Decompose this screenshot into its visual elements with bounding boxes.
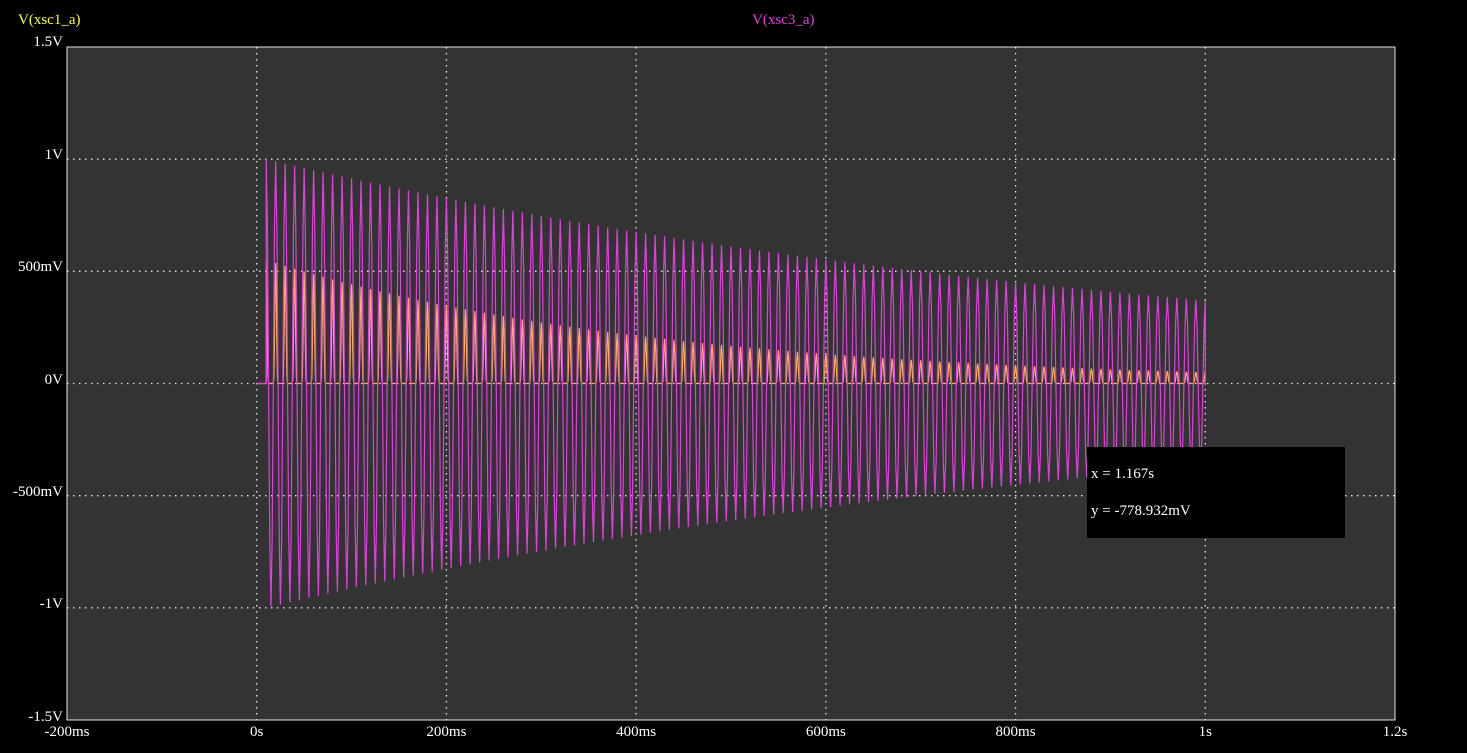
x-tick-label-5: 800ms (995, 724, 1036, 740)
x-tick-label-4: 600ms (805, 724, 846, 740)
y-tick-label-1: 1V (44, 147, 63, 164)
legend-entry-v-xsc3-a: V(xsc3_a) (752, 12, 815, 28)
x-tick-label-7: 1.2s (1382, 724, 1408, 740)
series-v-xsc1-a-line (256, 260, 1206, 385)
x-tick-label-3: 400ms (616, 724, 657, 740)
series-v-xsc3-a-line (256, 159, 1206, 607)
x-tick-label-0: -200ms (44, 724, 90, 740)
x-tick-label-2: 200ms (426, 724, 467, 740)
x-tick-label-6: 1s (1198, 724, 1212, 740)
y-tick-label-0: 1.5V (33, 34, 63, 50)
x-tick-label-1: 0s (250, 724, 264, 740)
cursor-y-value: y = -778.932mV (1091, 503, 1191, 519)
cursor-x-value: x = 1.167s (1091, 466, 1155, 482)
legend-entry-v-xsc1-a: V(xsc1_a) (18, 12, 81, 28)
y-tick-label-2: 500mV (18, 259, 63, 276)
series-v-xsc1-a (256, 260, 1206, 385)
y-tick-label-5: -1V (39, 595, 63, 612)
cursor-readout-box: x = 1.167s y = -778.932mV (1087, 447, 1345, 538)
y-tick-label-3: 0V (44, 371, 63, 388)
series-v-xsc3-a (256, 159, 1206, 607)
y-tick-label-4: -500mV (13, 483, 63, 500)
y-tick-label-6: -1.5V (28, 709, 63, 725)
